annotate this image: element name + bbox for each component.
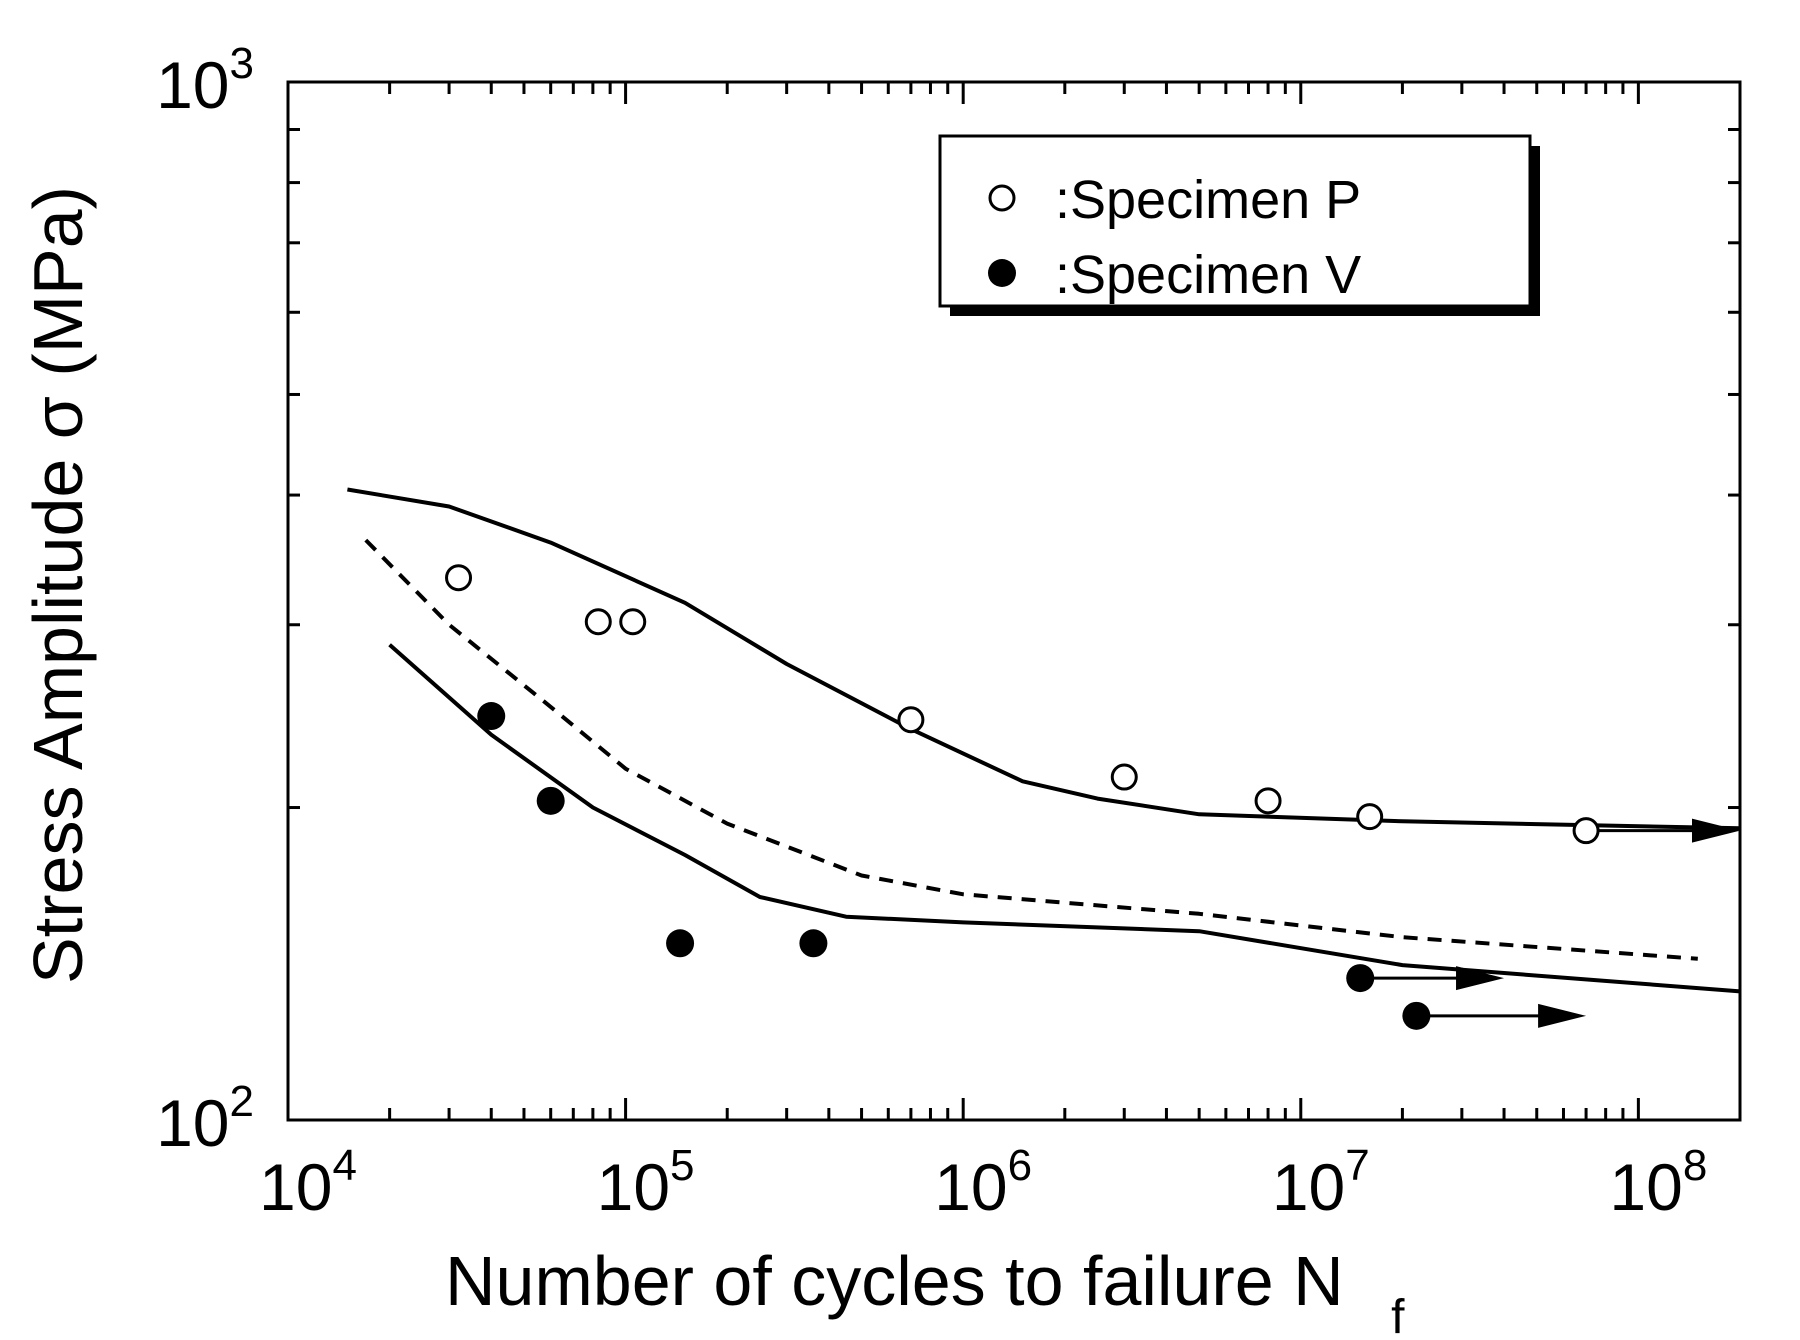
specimen-p-point [584, 608, 612, 636]
specimen-v-point [477, 702, 506, 731]
specimen-v-point [1346, 964, 1375, 993]
specimen-v-point [1402, 1001, 1431, 1030]
specimen-v-point [666, 929, 695, 958]
curves-layer [347, 487, 1741, 994]
runout-arrow-head [1692, 818, 1740, 843]
legend-box [938, 134, 1532, 308]
x-tick-label: 106 [934, 1141, 1032, 1224]
axis-ticks-layer [286, 80, 1742, 1122]
runout-arrows-layer [1360, 818, 1740, 1028]
x-tick-label: 107 [1272, 1141, 1370, 1224]
legend-marker-specimen-v [988, 259, 1016, 287]
x-tick-label: 105 [597, 1141, 695, 1224]
y-tick-label: 103 [156, 39, 254, 122]
y-tick-label: 102 [156, 1077, 254, 1160]
runout-arrow-head [1538, 1003, 1587, 1028]
x-axis-label: Number of cycles to failure N f [445, 1242, 1405, 1340]
specimen-p-point [619, 608, 647, 636]
legend: :Specimen P :Specimen V [938, 134, 1540, 316]
legend-label-specimen-v: :Specimen V [1055, 245, 1361, 305]
specimen-v-point [536, 786, 565, 815]
fit-specimen-P-curve [347, 487, 1741, 831]
plot-frame [286, 80, 1742, 1122]
points-layer [445, 564, 1600, 1030]
x-tick-label: 108 [1609, 1141, 1707, 1224]
specimen-p-point [1356, 803, 1384, 831]
fit-dashed-curve [364, 538, 1698, 961]
specimen-p-point [1254, 787, 1282, 815]
tick-labels-layer: 104 105 106 107 108 102 103 [156, 39, 1707, 1224]
specimen-p-point [897, 706, 925, 734]
fit-specimen-V-curve [388, 643, 1741, 994]
legend-marker-specimen-p [988, 184, 1016, 212]
specimen-p-point [445, 564, 473, 592]
x-tick-label: 104 [259, 1141, 357, 1224]
x-axis-label-main: Number of cycles to failure N [445, 1242, 1344, 1320]
specimen-v-point [799, 929, 828, 958]
specimen-p-point [1110, 763, 1138, 791]
legend-label-specimen-p: :Specimen P [1055, 170, 1361, 230]
runout-arrow-head [1456, 966, 1505, 991]
specimen-p-point [1572, 817, 1600, 845]
x-axis-label-subscript: f [1391, 1291, 1405, 1340]
y-axis-label: Stress Amplitude σ (MPa) [19, 186, 97, 984]
